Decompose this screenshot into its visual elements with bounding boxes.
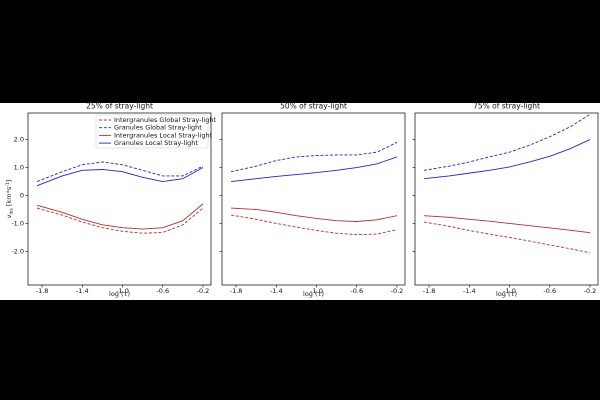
panel-title: 25% of stray-light (86, 102, 153, 111)
x-tick-label: -1.8 (36, 287, 49, 295)
y-tick-label: 1.0 (14, 164, 24, 172)
series-line (424, 215, 591, 234)
x-tick-label: -1.0 (310, 287, 323, 295)
x-tick-label: -1.4 (270, 287, 283, 295)
x-axis-label: log (τ) (109, 290, 130, 298)
plot-frame (414, 112, 599, 286)
y-axis-label-part: -1 (5, 182, 11, 187)
legend-label: Granules Local Stray-light (114, 139, 198, 147)
y-axis-label-part: v (5, 214, 13, 218)
y-tick-label: 2.0 (14, 136, 24, 144)
x-tick-label: -0.6 (543, 287, 556, 295)
x-tick-label: -0.6 (350, 287, 363, 295)
series-line (423, 114, 591, 171)
x-tick-label: -1.0 (503, 287, 516, 295)
y-tick-label: -1.0 (11, 219, 24, 227)
plot-frame (27, 112, 212, 286)
panel-title: 50% of stray-light (280, 102, 347, 111)
x-tick-label: -0.6 (156, 287, 169, 295)
legend-box (95, 114, 209, 149)
x-tick-label: -1.8 (423, 287, 436, 295)
series-line (424, 139, 591, 180)
x-tick-label: -1.4 (76, 287, 89, 295)
x-tick-label: -1.0 (116, 287, 129, 295)
x-tick-label: -0.2 (197, 287, 210, 295)
x-tick-label: -1.4 (463, 287, 476, 295)
x-tick-label: -0.2 (391, 287, 404, 295)
x-tick-label: -0.2 (584, 287, 597, 295)
series-line (230, 214, 398, 236)
series-line (231, 156, 398, 182)
y-tick-label: -2.0 (11, 247, 24, 255)
series-line (230, 141, 398, 173)
series-line (423, 221, 591, 254)
y-axis-label: vlos [km*s-1] (5, 180, 15, 219)
panel-title: 75% of stray-light (473, 102, 540, 111)
series-line (36, 207, 204, 234)
plot-frame (221, 112, 406, 286)
legend-label: Granules Global Stray-light (114, 124, 202, 132)
figure-area (0, 103, 600, 300)
x-axis-label: log (τ) (303, 290, 324, 298)
series-line (231, 207, 398, 222)
y-axis-label-part: los (8, 207, 14, 214)
legend-label: Intergranules Local Stray-light (114, 131, 213, 139)
y-axis-label-part: ] (5, 180, 13, 183)
x-axis-label: log (τ) (496, 290, 517, 298)
legend-label: Intergranules Global Stray-light (114, 116, 216, 124)
y-axis-label-part: [km*s (5, 186, 13, 206)
series-line (36, 167, 204, 187)
series-line (36, 203, 204, 230)
x-tick-label: -1.8 (230, 287, 243, 295)
series-line (36, 161, 204, 182)
y-tick-label: 0 (20, 192, 24, 200)
